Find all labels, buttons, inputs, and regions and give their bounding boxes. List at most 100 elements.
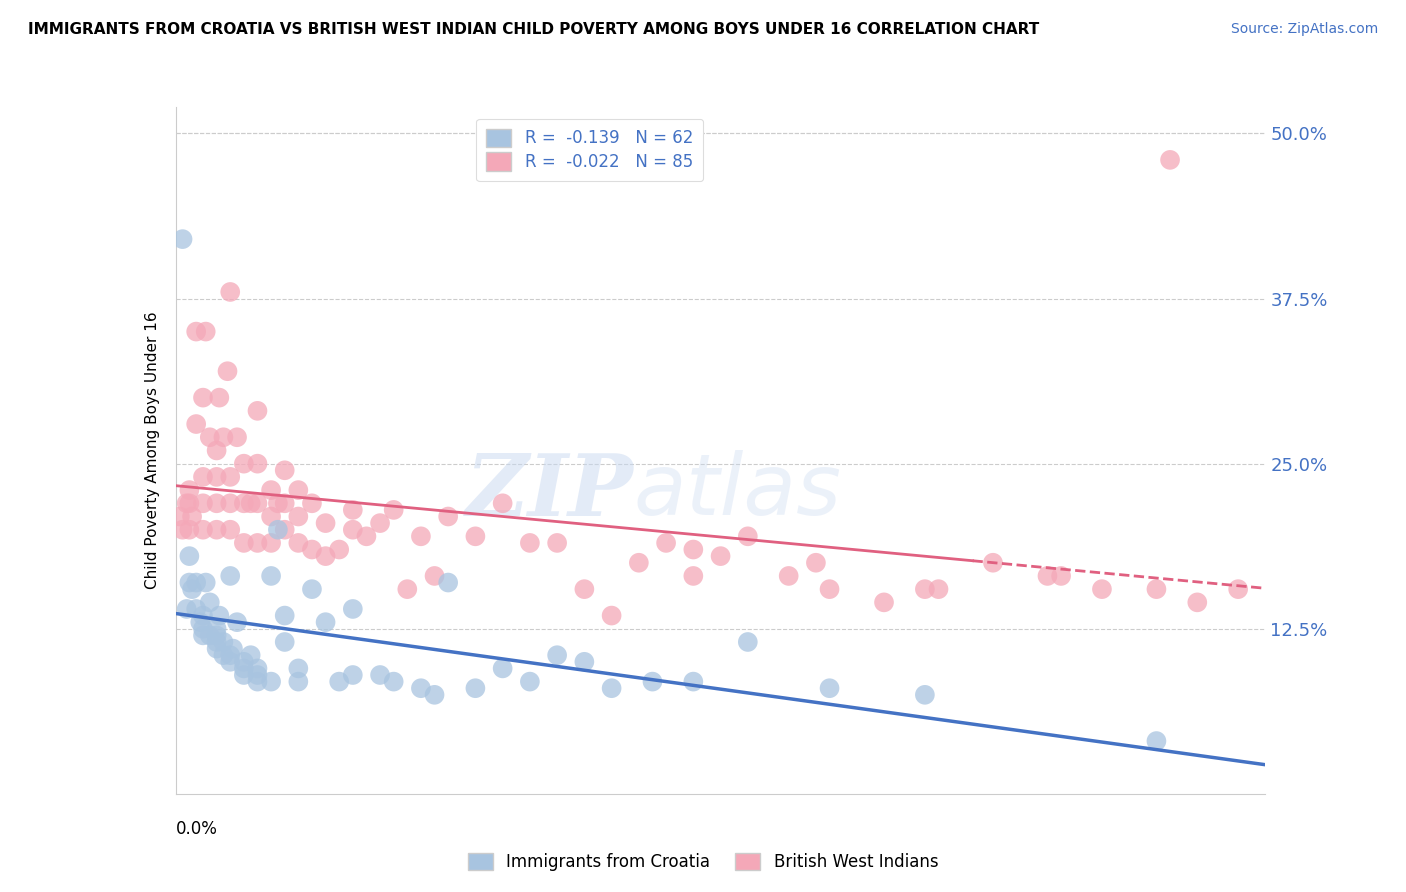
Point [464,529,486,543]
Point [205,622,228,636]
Y-axis label: Child Poverty Among Boys Under 16: Child Poverty Among Boys Under 16 [145,311,160,590]
Point [232,655,254,669]
Point [301,582,323,596]
Point [519,674,541,689]
Point [1144,734,1167,748]
Point [1050,569,1073,583]
Point [287,661,309,675]
Point [219,470,242,484]
Point [186,602,208,616]
Point [914,688,936,702]
Point [186,575,208,590]
Point [342,523,364,537]
Point [205,523,228,537]
Point [176,602,198,616]
Point [219,569,242,583]
Point [191,628,214,642]
Point [519,536,541,550]
Point [219,285,242,299]
Point [260,509,283,524]
Point [212,635,235,649]
Point [179,496,201,510]
Text: IMMIGRANTS FROM CROATIA VS BRITISH WEST INDIAN CHILD POVERTY AMONG BOYS UNDER 16: IMMIGRANTS FROM CROATIA VS BRITISH WEST … [28,22,1039,37]
Point [219,523,242,537]
Point [219,655,242,669]
Point [232,661,254,675]
Point [287,509,309,524]
Point [172,232,194,246]
Text: Source: ZipAtlas.com: Source: ZipAtlas.com [1230,22,1378,37]
Point [191,523,214,537]
Point [205,628,228,642]
Point [260,483,283,497]
Point [641,674,664,689]
Point [181,509,204,524]
Point [179,549,201,563]
Point [301,496,323,510]
Legend: Immigrants from Croatia, British West Indians: Immigrants from Croatia, British West In… [460,845,946,880]
Point [315,615,337,630]
Point [437,509,460,524]
Point [246,674,269,689]
Point [246,457,269,471]
Point [176,496,198,510]
Point [198,430,221,444]
Point [914,582,936,596]
Point [492,661,515,675]
Point [682,674,704,689]
Point [188,615,211,630]
Point [246,536,269,550]
Point [301,542,323,557]
Point [464,681,486,696]
Point [287,674,309,689]
Point [737,635,759,649]
Point [423,569,446,583]
Point [382,503,405,517]
Point [212,430,235,444]
Point [246,496,269,510]
Point [260,569,283,583]
Point [655,536,678,550]
Point [574,655,596,669]
Point [328,674,350,689]
Point [287,483,309,497]
Point [222,641,245,656]
Point [232,536,254,550]
Point [198,628,221,642]
Point [186,325,208,339]
Point [409,529,432,543]
Point [239,496,262,510]
Point [179,523,201,537]
Point [804,556,827,570]
Point [274,608,297,623]
Point [191,496,214,510]
Point [382,674,405,689]
Point [1036,569,1059,583]
Point [574,582,596,596]
Point [179,575,201,590]
Point [191,470,214,484]
Point [205,496,228,510]
Point [342,602,364,616]
Point [873,595,896,609]
Point [191,608,214,623]
Point [239,648,262,663]
Point [172,523,194,537]
Point [778,569,800,583]
Point [356,529,378,543]
Point [198,595,221,609]
Point [191,622,214,636]
Point [1091,582,1114,596]
Point [928,582,950,596]
Point [1227,582,1250,596]
Point [546,536,568,550]
Point [1187,595,1209,609]
Point [396,582,419,596]
Point [315,516,337,530]
Point [194,325,217,339]
Point [682,569,704,583]
Point [267,496,290,510]
Point [205,635,228,649]
Point [179,483,201,497]
Text: ZIP: ZIP [465,450,633,533]
